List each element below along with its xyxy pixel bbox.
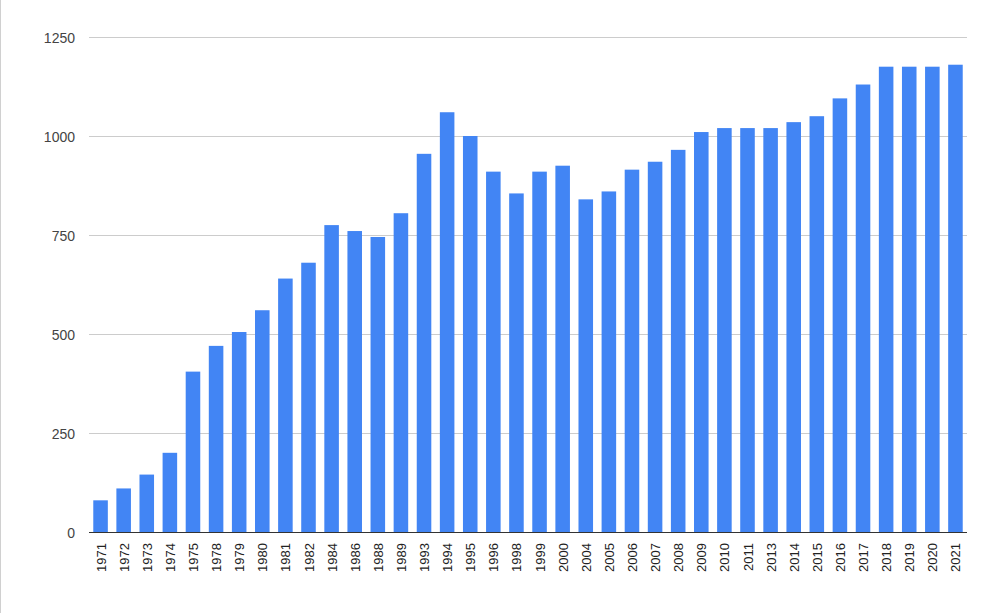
bar	[717, 128, 732, 532]
bar	[740, 128, 755, 532]
bar	[347, 231, 362, 532]
x-tick-label: 2016	[833, 543, 848, 572]
bar	[902, 67, 917, 532]
bar	[532, 172, 547, 532]
bar	[301, 263, 316, 532]
bar	[763, 128, 778, 532]
x-tick-label: 2000	[556, 543, 571, 572]
bar	[440, 112, 455, 532]
x-tick-label: 2018	[879, 543, 894, 572]
bar	[278, 279, 293, 532]
baseline	[89, 532, 967, 533]
bar	[810, 116, 825, 532]
bar	[116, 488, 131, 532]
x-tick-label: 2006	[625, 543, 640, 572]
x-tick-label: 2013	[764, 543, 779, 572]
x-tick-label: 2019	[902, 543, 917, 572]
x-tick-label: 2021	[948, 543, 963, 572]
bar	[463, 136, 478, 532]
x-tick-label: 2005	[602, 543, 617, 572]
axis-line	[89, 532, 967, 533]
bar	[324, 225, 339, 532]
x-tick-label: 2010	[717, 543, 732, 572]
bar	[879, 67, 894, 532]
x-tick-label: 2007	[648, 543, 663, 572]
bar	[255, 310, 270, 532]
chart-svg: 0 250 500 750 1000 1250 1971 1972 1973 1974 1975 19…	[0, 0, 1000, 613]
bar	[417, 154, 432, 532]
x-tick-label: 2004	[579, 543, 594, 572]
x-tick-label: 2015	[810, 543, 825, 572]
y-tick-label: 750	[52, 228, 76, 244]
x-tick-label: 1989	[394, 543, 409, 572]
bar	[602, 191, 617, 532]
y-tick-label: 0	[67, 525, 75, 541]
bar	[694, 132, 709, 532]
bar	[648, 162, 663, 532]
x-tick-label: 1996	[486, 543, 501, 572]
x-tick-label: 2011	[741, 543, 756, 571]
y-tick-label: 1250	[44, 30, 75, 46]
x-tick-label: 2009	[694, 543, 709, 572]
bar	[93, 500, 108, 532]
x-tick-label: 1973	[140, 543, 155, 572]
bar	[786, 122, 801, 532]
bar	[925, 67, 940, 532]
x-tick-label: 1998	[509, 543, 524, 572]
frame-edge	[0, 0, 1, 613]
x-tick-label: 1984	[325, 543, 340, 572]
bar	[856, 85, 871, 532]
y-tick-label: 500	[52, 327, 76, 343]
x-tick-label: 2008	[671, 543, 686, 572]
bar	[833, 98, 848, 532]
bar	[186, 372, 201, 532]
x-tick-label: 1995	[463, 543, 478, 572]
bar	[486, 172, 501, 532]
x-tick-label: 1993	[417, 543, 432, 572]
x-tick-label: 1986	[348, 543, 363, 572]
bar	[948, 65, 963, 532]
grid-line	[89, 37, 967, 38]
x-tick-label: 2020	[925, 543, 940, 572]
bar	[139, 475, 154, 532]
x-tick-label: 1972	[117, 543, 132, 572]
bar	[625, 170, 640, 532]
x-tick-label: 1981	[278, 543, 293, 572]
x-tick-label: 1979	[232, 543, 247, 572]
x-tick-label: 2017	[856, 543, 871, 572]
bar	[555, 166, 570, 532]
x-tick-label: 1999	[533, 543, 548, 572]
bar	[371, 237, 386, 532]
bar	[163, 453, 178, 532]
x-tick-label: 1980	[255, 543, 270, 572]
x-tick-label: 1975	[186, 543, 201, 572]
y-tick-label: 1000	[44, 129, 75, 145]
bar	[509, 193, 524, 532]
x-tick-label: 1974	[163, 543, 178, 572]
x-tick-label: 2014	[787, 543, 802, 572]
bar	[209, 346, 224, 532]
x-tick-label: 1971	[94, 543, 109, 572]
chart-container: 0 250 500 750 1000 1250 1971 1972 1973 1974 1975 19…	[0, 0, 1000, 613]
bar	[578, 199, 593, 532]
x-tick-label: 1982	[302, 543, 317, 572]
bar	[232, 332, 247, 532]
x-tick-label: 1978	[209, 543, 224, 572]
x-tick-label: 1988	[371, 543, 386, 572]
bar	[671, 150, 686, 532]
x-tick-label: 1994	[440, 543, 455, 572]
bars	[93, 65, 962, 532]
bar	[394, 213, 409, 532]
y-tick-label: 250	[52, 426, 76, 442]
